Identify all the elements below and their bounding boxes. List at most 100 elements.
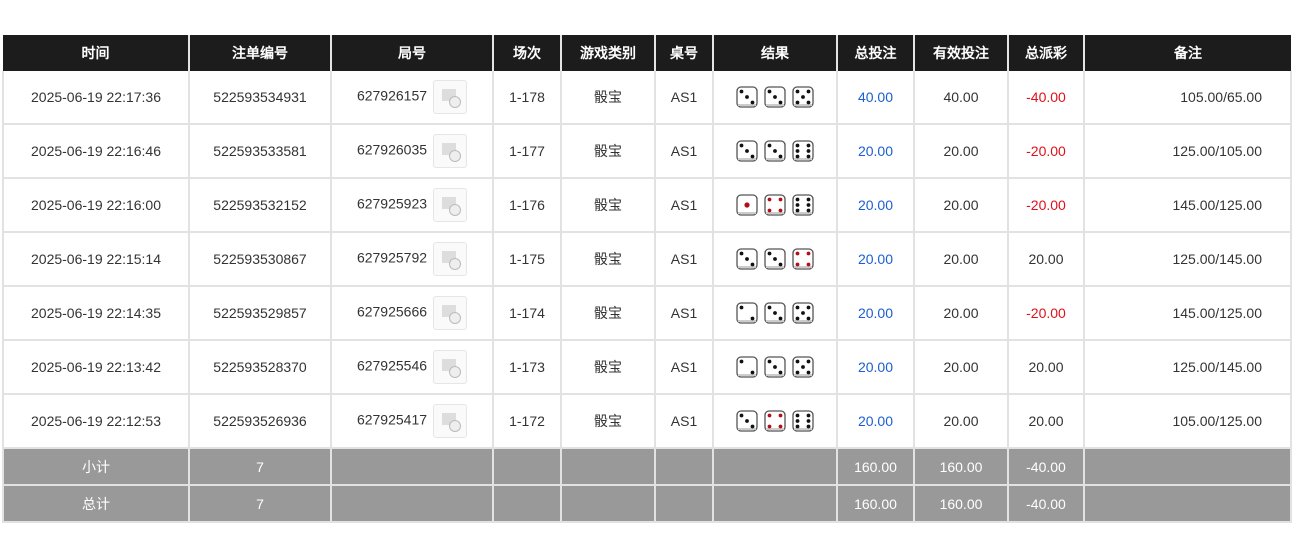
column-header: 游戏类别 xyxy=(560,35,655,71)
column-header: 结果 xyxy=(712,35,837,71)
subtotal-total-bet: 160.00 xyxy=(836,448,915,486)
remark-cell: 125.00/145.00 xyxy=(1083,232,1292,287)
bet-id-cell: 522593528370 xyxy=(188,340,332,395)
game-cell: 骰宝 xyxy=(560,71,656,125)
video-replay-icon[interactable] xyxy=(433,404,468,438)
total-bet-cell: 20.00 xyxy=(836,232,915,287)
shoe-cell: 1-173 xyxy=(492,340,562,395)
shoe-cell: 1-176 xyxy=(492,178,562,233)
bet-id-cell: 522593526936 xyxy=(188,394,332,449)
column-header: 场次 xyxy=(492,35,561,71)
payout-cell: 20.00 xyxy=(1007,340,1085,395)
total-total-bet: 160.00 xyxy=(836,485,915,523)
column-header: 有效投注 xyxy=(913,35,1008,71)
video-replay-icon[interactable] xyxy=(433,296,468,330)
valid-bet-cell: 20.00 xyxy=(913,286,1009,341)
payout-cell: -20.00 xyxy=(1007,178,1085,233)
column-header: 备注 xyxy=(1083,35,1291,71)
total-payout: -40.00 xyxy=(1007,485,1085,523)
die-4-icon xyxy=(764,410,786,432)
die-3-icon xyxy=(736,140,758,162)
table-cell: AS1 xyxy=(654,340,714,395)
total-bet-cell: 20.00 xyxy=(836,178,915,233)
result-cell xyxy=(712,71,838,125)
die-6-icon xyxy=(792,194,814,216)
payout-cell: -40.00 xyxy=(1007,71,1085,125)
table-row: 2025-06-19 22:17:36 522593534931 6279261… xyxy=(2,71,1292,125)
remark-cell: 145.00/125.00 xyxy=(1083,178,1292,233)
table-cell: AS1 xyxy=(654,124,714,179)
valid-bet-cell: 20.00 xyxy=(913,394,1009,449)
table-row: 2025-06-19 22:12:53 522593526936 6279254… xyxy=(2,394,1292,449)
empty-cell xyxy=(330,485,494,523)
round-number: 627925546 xyxy=(356,357,428,374)
game-cell: 骰宝 xyxy=(560,178,656,233)
video-replay-icon[interactable] xyxy=(433,350,468,384)
die-3-icon xyxy=(764,140,786,162)
result-cell xyxy=(712,232,838,287)
die-3-icon xyxy=(764,356,786,378)
shoe-cell: 1-178 xyxy=(492,71,562,125)
time-cell: 2025-06-19 22:16:46 xyxy=(2,124,190,179)
round-number: 627926157 xyxy=(356,87,428,104)
die-3-icon xyxy=(764,248,786,270)
die-1-icon xyxy=(736,194,758,216)
result-cell xyxy=(712,178,838,233)
column-header: 总投注 xyxy=(836,35,914,71)
valid-bet-cell: 20.00 xyxy=(913,124,1009,179)
time-cell: 2025-06-19 22:15:14 xyxy=(2,232,190,287)
valid-bet-cell: 40.00 xyxy=(913,71,1009,125)
payout-cell: 20.00 xyxy=(1007,232,1085,287)
game-cell: 骰宝 xyxy=(560,232,656,287)
round-cell: 627926157 xyxy=(330,71,494,125)
table-row: 2025-06-19 22:16:46 522593533581 6279260… xyxy=(2,124,1292,179)
time-cell: 2025-06-19 22:16:00 xyxy=(2,178,190,233)
table-cell: AS1 xyxy=(654,394,714,449)
die-5-icon xyxy=(792,86,814,108)
die-2-icon xyxy=(736,302,758,324)
die-5-icon xyxy=(792,356,814,378)
die-4-icon xyxy=(792,248,814,270)
total-row: 总计 7 160.00 160.00 -40.00 xyxy=(2,485,1292,523)
total-bet-cell: 20.00 xyxy=(836,286,915,341)
result-cell xyxy=(712,394,838,449)
column-header: 局号 xyxy=(330,35,493,71)
valid-bet-cell: 20.00 xyxy=(913,232,1009,287)
round-number: 627925417 xyxy=(356,411,428,428)
total-bet-cell: 20.00 xyxy=(836,340,915,395)
die-2-icon xyxy=(736,356,758,378)
total-valid-bet: 160.00 xyxy=(913,485,1009,523)
video-replay-icon[interactable] xyxy=(433,242,468,276)
subtotal-valid-bet: 160.00 xyxy=(913,448,1009,486)
empty-cell xyxy=(712,485,838,523)
payout-cell: 20.00 xyxy=(1007,394,1085,449)
remark-cell: 105.00/65.00 xyxy=(1083,71,1292,125)
video-replay-icon[interactable] xyxy=(433,80,468,114)
result-cell xyxy=(712,286,838,341)
valid-bet-cell: 20.00 xyxy=(913,340,1009,395)
die-3-icon xyxy=(736,248,758,270)
time-cell: 2025-06-19 22:14:35 xyxy=(2,286,190,341)
video-replay-icon[interactable] xyxy=(433,188,468,222)
round-number: 627925666 xyxy=(356,303,428,320)
empty-cell xyxy=(1083,485,1292,523)
shoe-cell: 1-175 xyxy=(492,232,562,287)
round-cell: 627925417 xyxy=(330,394,494,449)
empty-cell xyxy=(654,485,714,523)
time-cell: 2025-06-19 22:13:42 xyxy=(2,340,190,395)
game-cell: 骰宝 xyxy=(560,340,656,395)
remark-cell: 125.00/105.00 xyxy=(1083,124,1292,179)
bet-id-cell: 522593534931 xyxy=(188,71,332,125)
shoe-cell: 1-174 xyxy=(492,286,562,341)
time-cell: 2025-06-19 22:12:53 xyxy=(2,394,190,449)
die-3-icon xyxy=(764,302,786,324)
time-cell: 2025-06-19 22:17:36 xyxy=(2,71,190,125)
shoe-cell: 1-177 xyxy=(492,124,562,179)
column-header: 桌号 xyxy=(654,35,713,71)
round-cell: 627925666 xyxy=(330,286,494,341)
die-3-icon xyxy=(736,410,758,432)
video-replay-icon[interactable] xyxy=(433,134,468,168)
empty-cell xyxy=(492,448,562,486)
bet-id-cell: 522593532152 xyxy=(188,178,332,233)
empty-cell xyxy=(492,485,562,523)
